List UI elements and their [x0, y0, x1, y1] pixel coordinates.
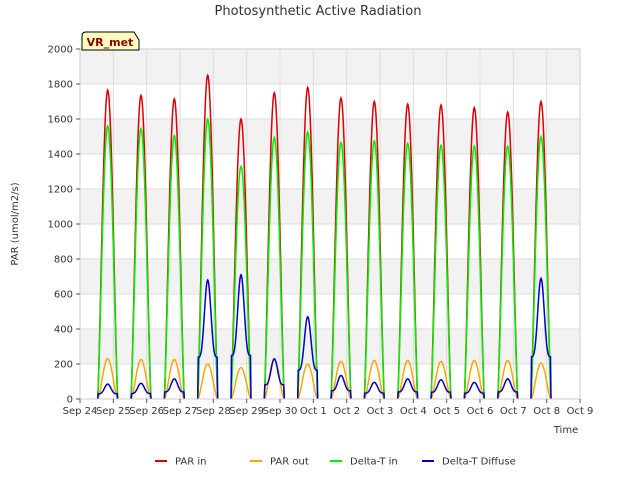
x-tick-label: Oct 9: [567, 406, 594, 417]
x-axis-title: Time: [553, 425, 578, 436]
x-tick-label: Oct 5: [433, 406, 460, 417]
x-tick-label: Sep 24: [63, 406, 98, 417]
x-tick-label: Sep 27: [163, 406, 198, 417]
legend: PAR in PAR out Delta-T in Delta-T Diffuse: [155, 457, 516, 468]
x-tick-label: Sep 26: [129, 406, 164, 417]
y-axis-ticks: 0 200 400 600 800 1000 1200 1400 1600 1800 2000: [48, 45, 80, 406]
badge-shape: [81, 31, 140, 51]
x-tick-label: Sep 30: [263, 406, 298, 417]
x-tick-label: Oct 8: [533, 406, 560, 417]
plot-band: [80, 84, 580, 119]
legend-label: Delta-T in: [350, 457, 398, 468]
y-tick-label: 1000: [48, 220, 73, 231]
y-axis-title: PAR (umol/m2/s): [10, 182, 21, 265]
y-tick-label: 0: [67, 395, 73, 406]
y-tick-label: 2000: [48, 45, 73, 56]
legend-label: PAR out: [270, 457, 309, 468]
legend-label: PAR in: [175, 457, 206, 468]
y-tick-label: 1200: [48, 185, 73, 196]
y-tick-label: 600: [54, 290, 73, 301]
series-line-par-in: [96, 73, 552, 400]
plot-band: [80, 294, 580, 329]
plot-band: [80, 224, 580, 259]
x-tick-label: Oct 2: [333, 406, 360, 417]
plot-band: [80, 49, 580, 84]
plot-band: [80, 154, 580, 189]
plot-band: [80, 364, 580, 399]
station-badge: VR_met: [81, 31, 140, 51]
x-tick-label: Oct 6: [467, 406, 494, 417]
y-tick-label: 1800: [48, 80, 73, 91]
badge-label: VR_met: [87, 36, 134, 49]
y-tick-label: 1600: [48, 115, 73, 126]
y-tick-label: 200: [54, 360, 73, 371]
plot-band: [80, 189, 580, 224]
x-tick-label: Oct 4: [400, 406, 427, 417]
x-tick-label: Sep 25: [96, 406, 131, 417]
plot-band: [80, 119, 580, 154]
chart-title: Photosynthetic Active Radiation: [215, 4, 422, 19]
x-tick-label: Sep 29: [229, 406, 264, 417]
series-layer: [96, 73, 552, 400]
plot-band: [80, 329, 580, 364]
x-tick-label: Oct 3: [367, 406, 394, 417]
legend-label: Delta-T Diffuse: [442, 457, 516, 468]
x-tick-label: Sep 28: [196, 406, 231, 417]
x-tick-label: Oct 7: [500, 406, 527, 417]
y-tick-label: 800: [54, 255, 73, 266]
series-line-delta-t-in: [96, 117, 552, 400]
y-tick-label: 400: [54, 325, 73, 336]
series-line-delta-t-diffuse: [96, 273, 552, 400]
plot-background: [80, 49, 580, 399]
x-tick-label: Oct 1: [300, 406, 327, 417]
y-tick-label: 1400: [48, 150, 73, 161]
series-line-par-out: [97, 358, 552, 400]
plot-band: [80, 259, 580, 294]
